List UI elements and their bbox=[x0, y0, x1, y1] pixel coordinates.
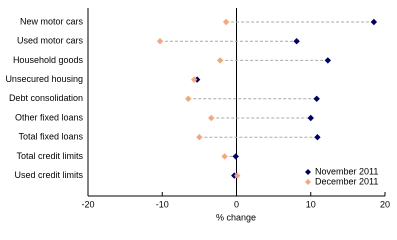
dot bbox=[222, 18, 230, 26]
dot bbox=[234, 172, 241, 179]
dot bbox=[324, 57, 332, 64]
dot bbox=[232, 153, 239, 160]
legend-label: November 2011 bbox=[315, 166, 378, 176]
dot bbox=[221, 153, 228, 160]
dot bbox=[156, 38, 164, 45]
dot bbox=[185, 95, 192, 102]
y-tick-label: Household goods bbox=[13, 55, 84, 65]
dot bbox=[314, 134, 321, 141]
dot bbox=[307, 114, 314, 122]
y-tick-label: Unsecured housing bbox=[5, 74, 83, 84]
y-tick-label: New motor cars bbox=[20, 16, 84, 26]
dot bbox=[293, 38, 300, 45]
dot bbox=[216, 57, 224, 64]
dot bbox=[313, 95, 320, 102]
y-tick-label: Used motor cars bbox=[17, 36, 84, 46]
x-tick-label: -20 bbox=[81, 199, 94, 209]
y-tick-label: Total credit limits bbox=[16, 151, 83, 161]
chart: % change -20 -10 0 10 20 New motor cars Used m… bbox=[5, 8, 390, 222]
x-tick-label: 0 bbox=[234, 199, 239, 209]
y-tick-label: Total fixed loans bbox=[18, 132, 83, 142]
y-tick-label: Other fixed loans bbox=[15, 112, 84, 122]
x-tick-label: 20 bbox=[380, 199, 390, 209]
x-tick-label: 10 bbox=[306, 199, 316, 209]
x-tick-label: -10 bbox=[156, 199, 169, 209]
dot bbox=[190, 76, 198, 83]
y-tick-label: Used credit limits bbox=[14, 170, 83, 180]
x-axis-label: % change bbox=[216, 212, 256, 222]
y-tick-label: Debt consolidation bbox=[9, 93, 83, 103]
dot bbox=[370, 18, 378, 26]
dot bbox=[196, 134, 203, 141]
legend-marker bbox=[305, 169, 311, 175]
dot bbox=[208, 114, 215, 122]
legend-label: December 2011 bbox=[315, 176, 378, 186]
legend-marker bbox=[305, 179, 311, 185]
